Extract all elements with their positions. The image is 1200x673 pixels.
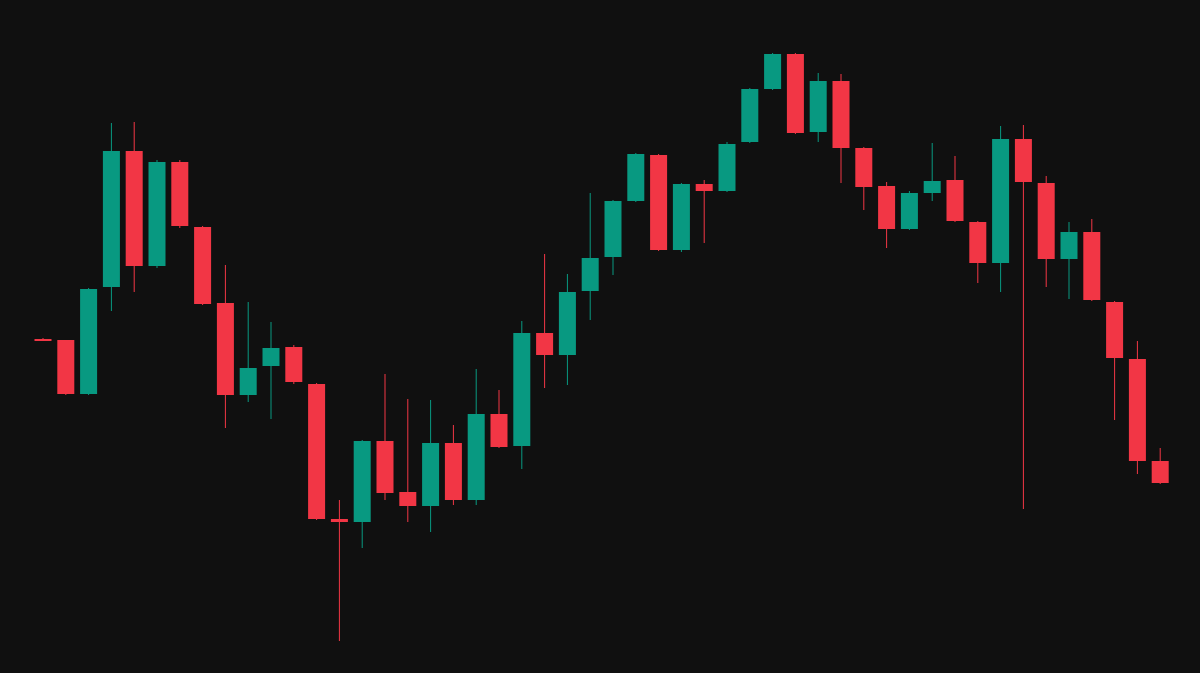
- candle-body: [969, 222, 987, 263]
- candle-body: [262, 348, 280, 366]
- candle-body: [1037, 183, 1055, 259]
- candle-body: [923, 181, 941, 193]
- candle-body: [125, 151, 143, 266]
- candle-body: [490, 414, 508, 447]
- candle-body: [809, 81, 827, 132]
- candle-body: [855, 148, 873, 187]
- candle-body: [467, 414, 485, 500]
- candle-body: [558, 292, 576, 355]
- candle-body: [627, 154, 645, 201]
- candle-body: [764, 54, 782, 89]
- candle-body: [353, 441, 371, 522]
- candle-body: [330, 519, 348, 522]
- candle-body: [216, 303, 234, 395]
- candle-body: [399, 492, 417, 506]
- candle-body: [650, 155, 668, 250]
- candle-body: [946, 180, 964, 221]
- candle-body: [1014, 139, 1032, 182]
- candle-body: [102, 151, 120, 287]
- candle-body: [832, 81, 850, 148]
- candle-body: [1151, 461, 1169, 483]
- candle-body: [513, 333, 531, 446]
- candle-body: [900, 193, 918, 229]
- candle-body: [672, 184, 690, 250]
- candle-body: [57, 340, 75, 394]
- candle-body: [376, 441, 394, 493]
- candle-body: [1083, 232, 1101, 300]
- candle-body: [308, 384, 326, 519]
- candle-body: [992, 139, 1010, 263]
- candle-body: [695, 184, 713, 191]
- candle-body: [34, 339, 52, 341]
- candle-body: [786, 54, 804, 133]
- candle-body: [148, 162, 166, 266]
- candle-body: [581, 258, 599, 291]
- candle-body: [239, 368, 257, 395]
- candle-body: [1128, 359, 1146, 461]
- candle-body: [1060, 232, 1078, 259]
- candle-body: [171, 162, 189, 226]
- candle-body: [604, 201, 622, 257]
- candle-body: [194, 227, 212, 304]
- candle-body: [741, 89, 759, 142]
- candle-body: [1106, 302, 1124, 358]
- candle-body: [536, 333, 554, 355]
- candle-body: [422, 443, 440, 506]
- candle-body: [718, 144, 736, 191]
- candle-body: [444, 443, 462, 500]
- candle-body: [878, 186, 896, 229]
- candle-body: [285, 347, 303, 382]
- candle-body: [80, 289, 98, 394]
